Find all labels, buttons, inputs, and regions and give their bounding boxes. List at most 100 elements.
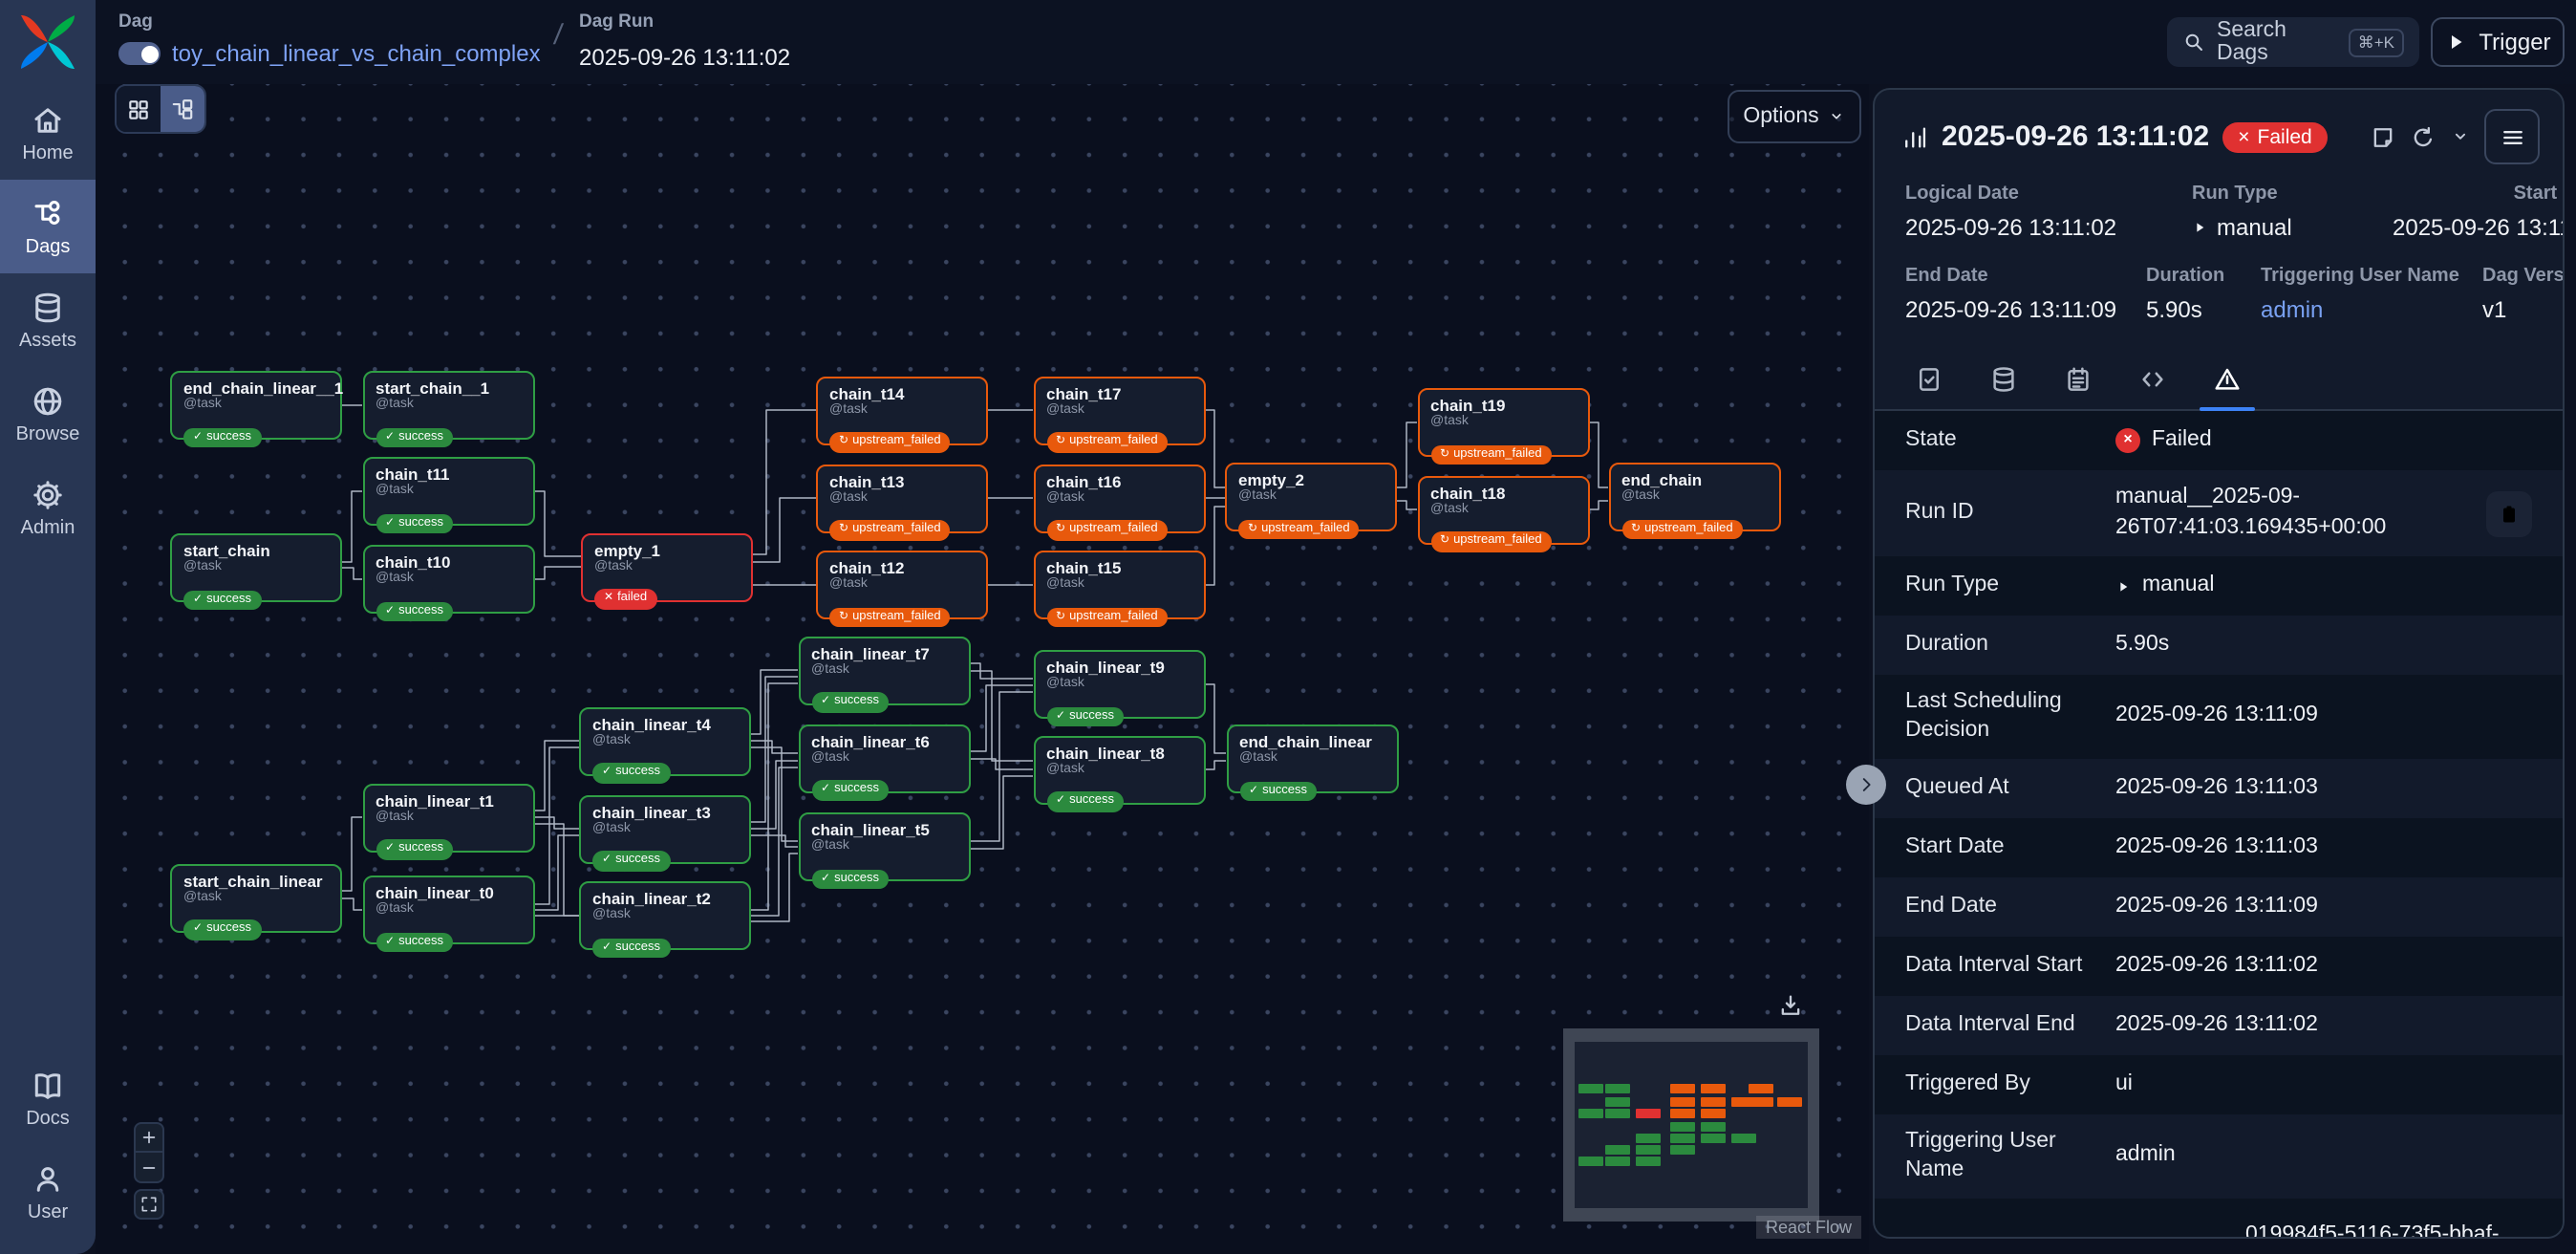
graph-minimap[interactable] bbox=[1563, 1028, 1819, 1222]
fit-view-button[interactable] bbox=[134, 1189, 164, 1220]
task-node-chain_t18[interactable]: chain_t18 @task ↻ upstream_failed bbox=[1417, 475, 1589, 552]
refresh-icon[interactable] bbox=[2410, 123, 2436, 150]
task-node-chain_linear_t0[interactable]: chain_linear_t0 @task ✓ success bbox=[362, 876, 534, 953]
sidebar-item-home[interactable]: Home bbox=[0, 86, 96, 180]
task-state-label: success bbox=[834, 694, 880, 708]
task-node-chain_linear_t2[interactable]: chain_linear_t2 @task ✓ success bbox=[579, 881, 751, 959]
task-node-start_chain[interactable]: start_chain @task ✓ success bbox=[170, 533, 342, 611]
task-node-chain_linear_t3[interactable]: chain_linear_t3 @task ✓ success bbox=[579, 794, 751, 872]
detail-label: Start Date bbox=[1905, 834, 2005, 858]
more-actions-caret-icon[interactable] bbox=[2450, 126, 2471, 147]
summary-value: 2025-09-26 13:11:03 bbox=[2393, 214, 2563, 241]
task-node-end_chain_linear[interactable]: end_chain_linear @task ✓ success bbox=[1226, 724, 1398, 802]
task-node-end_chain_linear__1[interactable]: end_chain_linear__1 @task ✓ success bbox=[170, 371, 343, 448]
task-node-title: start_chain_linear bbox=[183, 871, 323, 890]
graph-view-button[interactable] bbox=[161, 86, 204, 132]
task-node-chain_linear_t4[interactable]: chain_linear_t4 @task ✓ success bbox=[579, 706, 751, 784]
task-node-chain_t19[interactable]: chain_t19 @task ↻ upstream_failed bbox=[1417, 388, 1589, 465]
task-node-subtitle: @task bbox=[376, 398, 414, 412]
task-state-icon: ✓ bbox=[602, 854, 612, 867]
task-node-title: chain_linear_t0 bbox=[376, 883, 494, 902]
task-state-label: success bbox=[1069, 793, 1115, 808]
task-node-empty_2[interactable]: empty_2 @task ↻ upstream_failed bbox=[1225, 463, 1397, 540]
summary-value[interactable]: admin bbox=[2261, 296, 2482, 323]
dag-name-link[interactable]: toy_chain_linear_vs_chain_complex bbox=[172, 40, 541, 67]
task-node-start_chain_linear[interactable]: start_chain_linear @task ✓ success bbox=[170, 863, 342, 940]
task-node-title: chain_t19 bbox=[1430, 396, 1506, 415]
task-node-chain_linear_t1[interactable]: chain_linear_t1 @task ✓ success bbox=[362, 783, 534, 860]
task-node-subtitle: @task bbox=[376, 810, 414, 824]
task-state-icon: ↻ bbox=[1631, 523, 1642, 535]
detail-row-data-interval-start: Data Interval Start 2025-09-26 13:11:02 bbox=[1875, 936, 2563, 996]
airflow-logo[interactable] bbox=[15, 10, 80, 75]
task-node-chain_t17[interactable]: chain_t17 @task ↻ upstream_failed bbox=[1033, 376, 1205, 453]
home-icon bbox=[31, 103, 65, 138]
sidebar-item-user[interactable]: User bbox=[0, 1145, 96, 1239]
task-node-subtitle: @task bbox=[1238, 489, 1277, 504]
task-node-end_chain[interactable]: end_chain @task ↻ upstream_failed bbox=[1608, 463, 1780, 540]
tab-task-instances[interactable] bbox=[1894, 350, 1964, 409]
task-node-chain_linear_t5[interactable]: chain_linear_t5 @task ✓ success bbox=[798, 812, 970, 890]
task-node-chain_t10[interactable]: chain_t10 @task ✓ success bbox=[362, 545, 534, 622]
task-state-badge: ↻ upstream_failed bbox=[1046, 520, 1168, 541]
top-bar: Dag toy_chain_linear_vs_chain_complex / … bbox=[96, 0, 2576, 84]
dag-pause-toggle[interactable] bbox=[118, 42, 161, 65]
tab-backfills[interactable] bbox=[2043, 350, 2114, 409]
task-node-chain_t14[interactable]: chain_t14 @task ↻ upstream_failed bbox=[816, 376, 988, 453]
sidebar-item-docs[interactable]: Docs bbox=[0, 1051, 96, 1145]
tab-assets[interactable] bbox=[1968, 350, 2039, 409]
task-node-title: chain_t12 bbox=[829, 558, 905, 577]
sidebar-item-dags[interactable]: Dags bbox=[0, 180, 96, 273]
sidebar-item-admin[interactable]: Admin bbox=[0, 461, 96, 554]
detail-row-triggering-user-name: Triggering User Name admin bbox=[1875, 1114, 2563, 1199]
summary-field-start-date: Start Date 2025-09-26 13:11:03 bbox=[2393, 184, 2563, 241]
minimap-node bbox=[1670, 1109, 1695, 1118]
task-node-subtitle: @task bbox=[1046, 402, 1084, 417]
task-node-subtitle: @task bbox=[592, 733, 631, 747]
user-icon bbox=[31, 1162, 65, 1197]
search-dags-button[interactable]: Search Dags ⌘+K bbox=[2167, 17, 2419, 67]
task-node-subtitle: @task bbox=[376, 484, 414, 498]
task-node-chain_linear_t8[interactable]: chain_linear_t8 @task ✓ success bbox=[1033, 735, 1205, 812]
task-node-title: end_chain bbox=[1621, 470, 1703, 489]
sidebar-item-browse[interactable]: Browse bbox=[0, 367, 96, 461]
zoom-out-button[interactable] bbox=[134, 1153, 164, 1183]
task-node-chain_t13[interactable]: chain_t13 @task ↻ upstream_failed bbox=[816, 464, 988, 541]
copy-run-id-button[interactable] bbox=[2486, 490, 2532, 537]
download-graph-button[interactable] bbox=[1777, 992, 1804, 1019]
note-icon[interactable] bbox=[2370, 123, 2396, 150]
minimap-node bbox=[1670, 1084, 1695, 1093]
grid-view-button[interactable] bbox=[117, 86, 161, 132]
search-dags-label: Search Dags bbox=[2217, 19, 2286, 65]
task-state-label: success bbox=[398, 515, 444, 530]
zoom-in-button[interactable] bbox=[134, 1122, 164, 1153]
play-icon bbox=[2192, 220, 2207, 235]
tab-details[interactable] bbox=[2192, 350, 2263, 411]
sidebar-item-assets[interactable]: Assets bbox=[0, 273, 96, 367]
options-button[interactable]: Options bbox=[1728, 90, 1861, 143]
task-node-chain_linear_t6[interactable]: chain_linear_t6 @task ✓ success bbox=[798, 724, 970, 801]
panel-menu-button[interactable] bbox=[2484, 109, 2540, 164]
task-node-empty_1[interactable]: empty_1 @task ✕ failed bbox=[581, 532, 753, 610]
task-node-chain_t15[interactable]: chain_t15 @task ↻ upstream_failed bbox=[1033, 551, 1205, 628]
task-node-title: chain_linear_t3 bbox=[592, 802, 711, 821]
task-state-label: success bbox=[834, 782, 880, 796]
task-state-icon: ✓ bbox=[1056, 795, 1066, 808]
task-node-chain_t11[interactable]: chain_t11 @task ✓ success bbox=[362, 457, 534, 534]
trigger-button[interactable]: Trigger bbox=[2431, 17, 2565, 67]
detail-row-triggered-by: Triggered By ui bbox=[1875, 1054, 2563, 1114]
task-node-title: chain_t18 bbox=[1430, 483, 1506, 502]
task-node-chain_t12[interactable]: chain_t12 @task ↻ upstream_failed bbox=[816, 551, 988, 628]
minimap-node bbox=[1670, 1145, 1695, 1155]
task-state-badge: ↻ upstream_failed bbox=[1430, 531, 1552, 552]
task-node-chain_t16[interactable]: chain_t16 @task ↻ upstream_failed bbox=[1033, 464, 1205, 541]
task-state-label: success bbox=[834, 871, 880, 885]
tab-code[interactable] bbox=[2117, 350, 2188, 409]
task-node-subtitle: @task bbox=[811, 839, 849, 854]
minimap-node bbox=[1578, 1109, 1603, 1118]
task-node-chain_linear_t7[interactable]: chain_linear_t7 @task ✓ success bbox=[798, 636, 970, 713]
panel-collapse-handle[interactable] bbox=[1846, 765, 1886, 805]
task-node-start_chain__1[interactable]: start_chain__1 @task ✓ success bbox=[362, 371, 534, 448]
task-node-chain_linear_t9[interactable]: chain_linear_t9 @task ✓ success bbox=[1033, 650, 1205, 727]
